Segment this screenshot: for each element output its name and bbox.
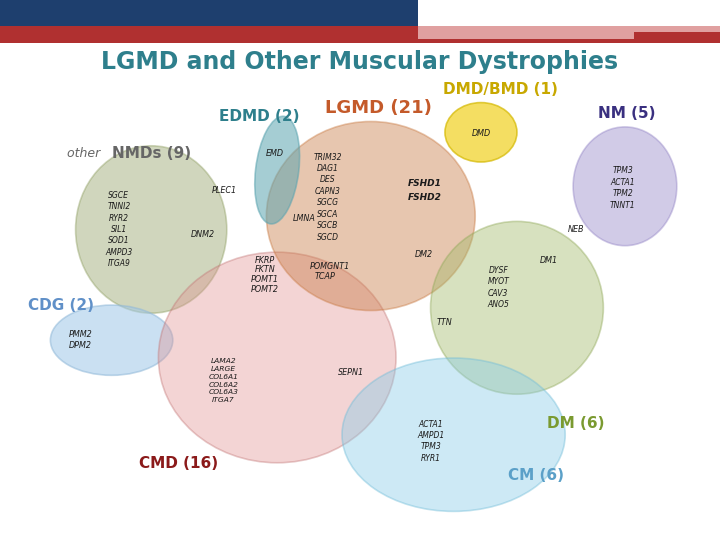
Bar <box>418 26 720 32</box>
Text: LMNA: LMNA <box>292 214 315 223</box>
Text: TTN: TTN <box>437 319 453 327</box>
Text: TRIM32
DAG1
DES
CAPN3
SGCG
SGCA
SGCB
SGCD: TRIM32 DAG1 DES CAPN3 SGCG SGCA SGCB SGC… <box>313 152 342 242</box>
Ellipse shape <box>431 221 603 394</box>
Text: ACTA1
AMPD1
TPM3
RYR1: ACTA1 AMPD1 TPM3 RYR1 <box>417 420 444 463</box>
Text: DNM2: DNM2 <box>191 231 215 239</box>
Text: LAMA2
LARGE
COL6A1
COL6A2
COL6A3
ITGA7: LAMA2 LARGE COL6A1 COL6A2 COL6A3 ITGA7 <box>208 359 238 403</box>
Bar <box>0 0 418 26</box>
Text: TCAP: TCAP <box>315 272 336 281</box>
Ellipse shape <box>266 122 475 310</box>
Text: LGMD and Other Muscular Dystrophies: LGMD and Other Muscular Dystrophies <box>102 50 618 74</box>
Ellipse shape <box>50 305 173 375</box>
Text: other: other <box>67 147 104 160</box>
Text: POMT2: POMT2 <box>251 285 279 294</box>
Text: FSHD1: FSHD1 <box>408 179 442 188</box>
Text: FKTN: FKTN <box>255 266 275 274</box>
Text: POMGNT1: POMGNT1 <box>310 262 350 271</box>
Text: NM (5): NM (5) <box>598 106 655 121</box>
Text: TPM3
ACTA1
TPM2
TNNT1: TPM3 ACTA1 TPM2 TNNT1 <box>610 166 636 210</box>
Ellipse shape <box>76 146 227 313</box>
Text: EMD: EMD <box>266 150 284 158</box>
Text: DM (6): DM (6) <box>547 416 605 431</box>
Text: DM1: DM1 <box>539 256 558 265</box>
Text: FKRP: FKRP <box>255 256 275 265</box>
Ellipse shape <box>255 116 300 224</box>
Text: CMD (16): CMD (16) <box>139 456 218 471</box>
Text: DYSF
MYOT
CAV3
ANO5: DYSF MYOT CAV3 ANO5 <box>487 266 509 309</box>
Text: EDMD (2): EDMD (2) <box>219 109 300 124</box>
Text: DM2: DM2 <box>414 251 433 259</box>
Text: PLEC1: PLEC1 <box>212 186 237 194</box>
Text: POMT1: POMT1 <box>251 275 279 284</box>
Text: CDG (2): CDG (2) <box>28 298 94 313</box>
Text: SEPN1: SEPN1 <box>338 368 364 377</box>
Text: NEB: NEB <box>568 225 584 234</box>
Text: DMD/BMD (1): DMD/BMD (1) <box>443 82 558 97</box>
Text: FSHD2: FSHD2 <box>408 193 442 201</box>
Text: DMD: DMD <box>472 130 490 138</box>
Ellipse shape <box>573 127 677 246</box>
Ellipse shape <box>445 103 517 162</box>
Text: PMM2
DPM2: PMM2 DPM2 <box>69 330 92 350</box>
Text: LGMD (21): LGMD (21) <box>325 99 431 117</box>
Bar <box>0 26 720 43</box>
Text: NMDs (9): NMDs (9) <box>112 146 191 161</box>
Text: CM (6): CM (6) <box>508 468 564 483</box>
Bar <box>418 32 634 39</box>
Ellipse shape <box>158 252 396 463</box>
Text: SGCE
TNNI2
RYR2
SIL1
SOD1
AMPD3
ITGA9: SGCE TNNI2 RYR2 SIL1 SOD1 AMPD3 ITGA9 <box>105 191 132 268</box>
Ellipse shape <box>342 358 565 511</box>
